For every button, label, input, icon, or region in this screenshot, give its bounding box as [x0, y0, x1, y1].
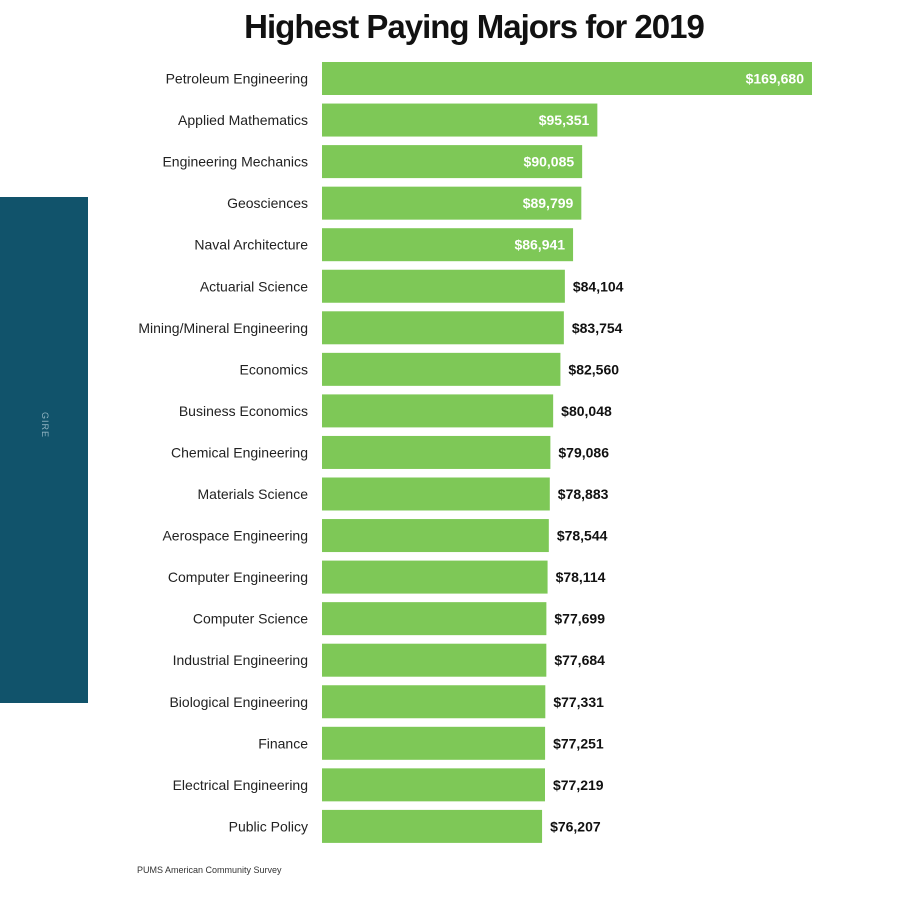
side-panel: [0, 197, 88, 703]
category-label-geosciences: Geosciences: [227, 195, 308, 211]
bar-geosciences: [322, 186, 582, 220]
value-label-computer-engineering: $78,114: [556, 569, 606, 585]
category-label-naval-architecture: Naval Architecture: [194, 237, 308, 253]
bar-computer-engineering: [322, 560, 548, 594]
bar-biological-engineering: [322, 685, 546, 719]
value-label-biological-engineering: $77,331: [553, 694, 604, 710]
bar-naval-architecture: [322, 228, 574, 262]
category-label-engineering-mechanics: Engineering Mechanics: [162, 154, 308, 170]
category-label-business-economics: Business Economics: [179, 403, 308, 419]
category-label-biological-engineering: Biological Engineering: [169, 694, 308, 710]
value-label-aerospace-engineering: $78,544: [557, 528, 608, 544]
value-label-computer-science: $77,699: [554, 611, 605, 627]
bar-public-policy: [322, 809, 543, 843]
value-label-business-economics: $80,048: [561, 403, 612, 419]
bar-chemical-engineering: [322, 435, 551, 469]
bar-mining-mineral-engineering: [322, 311, 564, 345]
value-label-actuarial-science: $84,104: [573, 278, 624, 294]
chart-title: Highest Paying Majors for 2019: [244, 8, 705, 45]
bar-industrial-engineering: [322, 643, 547, 677]
category-label-electrical-engineering: Electrical Engineering: [173, 777, 308, 793]
value-label-economics: $82,560: [568, 361, 619, 377]
value-label-finance: $77,251: [553, 735, 604, 751]
category-label-economics: Economics: [240, 361, 308, 377]
category-label-actuarial-science: Actuarial Science: [200, 278, 308, 294]
value-label-engineering-mechanics: $90,085: [524, 154, 575, 170]
bar-electrical-engineering: [322, 768, 545, 802]
category-label-mining-mineral-engineering: Mining/Mineral Engineering: [138, 320, 308, 336]
category-label-computer-engineering: Computer Engineering: [168, 569, 308, 585]
bar-finance: [322, 726, 546, 760]
value-label-materials-science: $78,883: [558, 486, 609, 502]
bar-business-economics: [322, 394, 554, 428]
bar-materials-science: [322, 477, 550, 511]
bar-computer-science: [322, 602, 547, 636]
category-label-finance: Finance: [258, 735, 308, 751]
bar-aerospace-engineering: [322, 519, 549, 553]
category-label-chemical-engineering: Chemical Engineering: [171, 444, 308, 460]
bar-applied-mathematics: [322, 103, 598, 137]
value-label-chemical-engineering: $79,086: [558, 444, 609, 460]
value-label-industrial-engineering: $77,684: [554, 652, 605, 668]
category-label-public-policy: Public Policy: [229, 818, 308, 834]
value-label-public-policy: $76,207: [550, 818, 601, 834]
bar-actuarial-science: [322, 269, 565, 303]
value-label-mining-mineral-engineering: $83,754: [572, 320, 623, 336]
value-label-geosciences: $89,799: [523, 195, 574, 211]
value-label-electrical-engineering: $77,219: [553, 777, 604, 793]
category-label-materials-science: Materials Science: [198, 486, 309, 502]
bar-petroleum-engineering: [322, 62, 812, 95]
bar-economics: [322, 352, 561, 386]
value-label-applied-mathematics: $95,351: [539, 112, 590, 128]
side-panel-text: GIRE: [40, 412, 50, 439]
source-note: PUMS American Community Survey: [137, 865, 282, 875]
category-label-petroleum-engineering: Petroleum Engineering: [166, 71, 308, 87]
bar-engineering-mechanics: [322, 145, 583, 179]
category-label-industrial-engineering: Industrial Engineering: [173, 652, 308, 668]
category-label-applied-mathematics: Applied Mathematics: [178, 112, 308, 128]
category-label-computer-science: Computer Science: [193, 611, 308, 627]
value-label-petroleum-engineering: $169,680: [746, 71, 805, 87]
category-label-aerospace-engineering: Aerospace Engineering: [162, 528, 308, 544]
value-label-naval-architecture: $86,941: [514, 237, 565, 253]
